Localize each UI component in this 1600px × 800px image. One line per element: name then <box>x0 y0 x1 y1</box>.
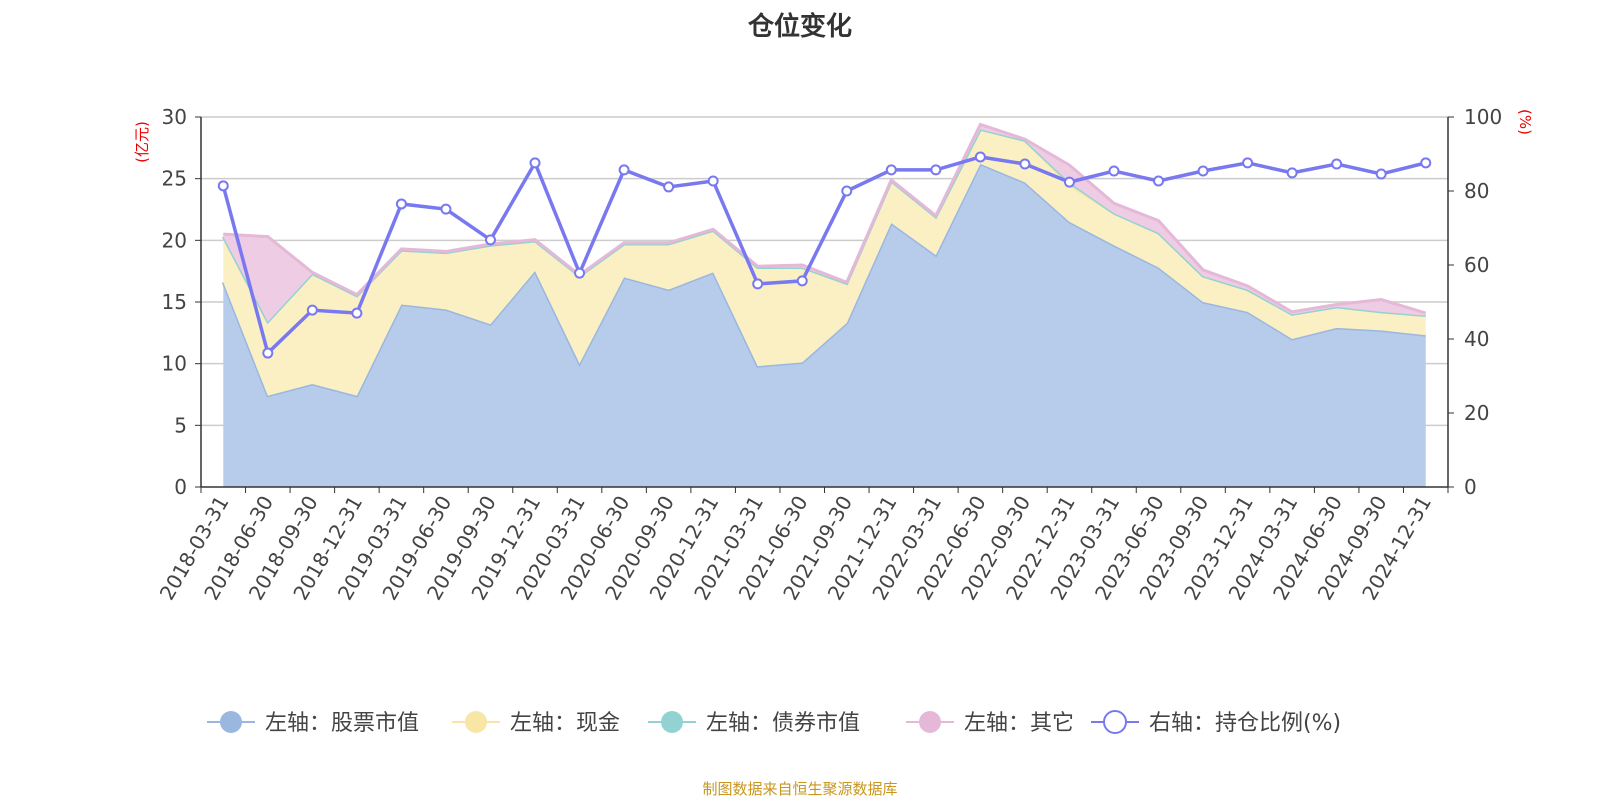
ratio-point[interactable] <box>484 234 496 246</box>
area-line-0 <box>221 161 1426 398</box>
legend-item-4[interactable]: 右轴：持仓比例(%) <box>1091 710 1341 736</box>
left-tick-label: 0 <box>174 475 187 499</box>
right-tick-label: 0 <box>1464 475 1477 499</box>
legend-item-3[interactable]: 左轴：其它 <box>906 711 1074 736</box>
ratio-point[interactable] <box>1063 176 1075 188</box>
right-tick-label: 60 <box>1464 253 1489 277</box>
legend-label: 左轴：其它 <box>964 711 1074 736</box>
ratio-point[interactable] <box>574 267 586 279</box>
area-line-3 <box>223 122 1427 315</box>
legend-marker-icon <box>220 711 242 733</box>
ratio-point[interactable] <box>841 185 853 197</box>
ratio-point[interactable] <box>1108 165 1120 177</box>
legend-marker-icon <box>465 711 487 733</box>
right-tick-label: 20 <box>1464 401 1489 425</box>
legend-label: 左轴：股票市值 <box>265 711 419 736</box>
right-tick-label: 80 <box>1464 179 1489 203</box>
ratio-point[interactable] <box>1153 175 1165 187</box>
ratio-point[interactable] <box>395 198 407 210</box>
legend-marker-icon <box>661 711 683 733</box>
ratio-point[interactable] <box>930 164 942 176</box>
legend-item-0[interactable]: 左轴：股票市值 <box>207 711 419 736</box>
legend-item-2[interactable]: 左轴：债券市值 <box>648 711 860 736</box>
legend-item-1[interactable]: 左轴：现金 <box>452 711 620 736</box>
chart-title: 仓位变化 <box>747 12 852 42</box>
legend-label: 右轴：持仓比例(%) <box>1149 711 1341 736</box>
ratio-point[interactable] <box>262 347 274 359</box>
ratio-point[interactable] <box>440 203 452 215</box>
ratio-point[interactable] <box>752 278 764 290</box>
right-axis-unit: (%) <box>1516 109 1534 135</box>
ratio-point[interactable] <box>1286 167 1298 179</box>
legend-label: 左轴：债券市值 <box>706 711 860 736</box>
ratio-point[interactable] <box>618 164 630 176</box>
ratio-point[interactable] <box>1197 165 1209 177</box>
ratio-point[interactable] <box>1331 158 1343 170</box>
area-series-1 <box>223 129 1426 396</box>
ratio-point[interactable] <box>796 275 808 287</box>
left-tick-label: 30 <box>162 105 187 129</box>
ratio-point[interactable] <box>974 151 986 163</box>
ratio-point[interactable] <box>885 164 897 176</box>
ratio-point[interactable] <box>1375 168 1387 180</box>
ratio-point[interactable] <box>707 175 719 187</box>
right-tick-label: 100 <box>1464 105 1502 129</box>
left-tick-label: 15 <box>162 290 187 314</box>
ratio-point[interactable] <box>217 180 229 192</box>
left-tick-label: 25 <box>162 167 187 191</box>
ratio-point[interactable] <box>1420 157 1432 169</box>
right-tick-label: 40 <box>1464 327 1489 351</box>
area-series-0 <box>223 163 1426 487</box>
ratio-line <box>221 155 1427 357</box>
legend-marker-icon <box>1103 710 1127 734</box>
ratio-point[interactable] <box>529 157 541 169</box>
legend-marker-icon <box>919 711 941 733</box>
left-axis-unit: (亿元) <box>133 121 151 163</box>
left-tick-label: 10 <box>162 352 187 376</box>
ratio-point[interactable] <box>1019 158 1031 170</box>
ratio-point[interactable] <box>351 307 363 319</box>
ratio-point[interactable] <box>663 181 675 193</box>
source-note: 制图数据来自恒生聚源数据库 <box>702 780 898 798</box>
left-tick-label: 20 <box>162 228 187 252</box>
ratio-point[interactable] <box>1242 157 1254 169</box>
ratio-point[interactable] <box>306 304 318 316</box>
legend-label: 左轴：现金 <box>510 711 620 736</box>
left-tick-label: 5 <box>174 413 187 437</box>
